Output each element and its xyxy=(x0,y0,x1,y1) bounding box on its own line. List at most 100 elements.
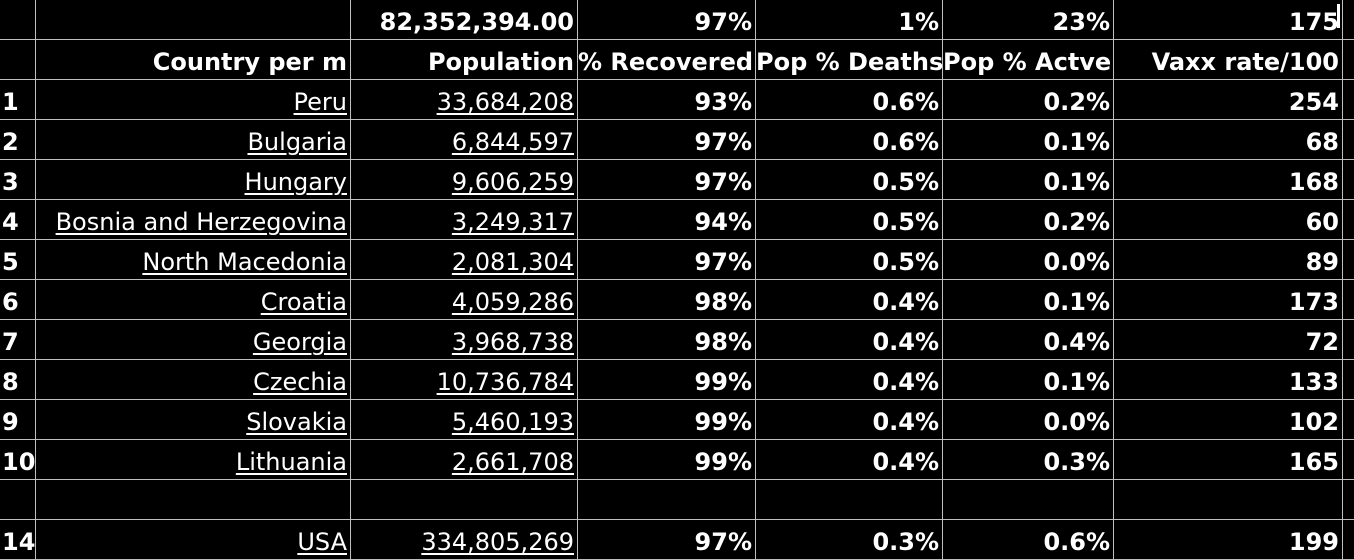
vaxx-cell[interactable]: 254 xyxy=(1114,80,1343,120)
vaxx-cell[interactable]: 165 xyxy=(1114,440,1343,480)
country-link[interactable]: Slovakia xyxy=(246,408,347,436)
vaxx-cell[interactable]: 72 xyxy=(1114,320,1343,360)
active-cell[interactable]: 0.1% xyxy=(943,280,1114,320)
cell-blank[interactable] xyxy=(756,480,943,520)
country-link[interactable]: Croatia xyxy=(261,288,347,316)
header-active[interactable]: Pop % Actve xyxy=(943,40,1114,80)
country-cell[interactable]: Slovakia xyxy=(36,400,351,440)
cell-blank[interactable] xyxy=(1343,360,1354,400)
vaxx-cell[interactable]: 168 xyxy=(1114,160,1343,200)
country-link[interactable]: USA xyxy=(297,528,347,556)
active-cell[interactable]: 0.1% xyxy=(943,360,1114,400)
deaths-cell[interactable]: 0.5% xyxy=(756,240,943,280)
cell-blank[interactable] xyxy=(1343,240,1354,280)
active-cell[interactable]: 0.4% xyxy=(943,320,1114,360)
recovered-cell[interactable]: 99% xyxy=(578,440,756,480)
active-cell[interactable]: 0.3% xyxy=(943,440,1114,480)
summary-deaths[interactable]: 1% xyxy=(756,0,943,40)
recovered-cell[interactable]: 97% xyxy=(578,160,756,200)
cell-blank[interactable] xyxy=(0,0,36,40)
deaths-cell[interactable]: 0.4% xyxy=(756,360,943,400)
header-population[interactable]: Population xyxy=(351,40,578,80)
country-link[interactable]: Hungary xyxy=(245,168,347,196)
header-recovered[interactable]: % Recovered xyxy=(578,40,756,80)
active-cell[interactable]: 0.0% xyxy=(943,240,1114,280)
population-link[interactable]: 4,059,286 xyxy=(452,288,574,316)
cell-blank[interactable] xyxy=(1343,160,1354,200)
country-cell[interactable]: Czechia xyxy=(36,360,351,400)
population-link[interactable]: 6,844,597 xyxy=(452,128,574,156)
population-link[interactable]: 9,606,259 xyxy=(452,168,574,196)
cell-blank[interactable] xyxy=(351,480,578,520)
active-cell[interactable]: 0.2% xyxy=(943,80,1114,120)
active-cell[interactable]: 0.1% xyxy=(943,160,1114,200)
population-link[interactable]: 2,661,708 xyxy=(452,448,574,476)
recovered-cell[interactable]: 98% xyxy=(578,280,756,320)
country-link[interactable]: North Macedonia xyxy=(142,248,347,276)
deaths-cell[interactable]: 0.4% xyxy=(756,280,943,320)
row-number[interactable]: 10 xyxy=(0,440,36,480)
deaths-cell[interactable]: 0.4% xyxy=(756,400,943,440)
population-cell[interactable]: 3,968,738 xyxy=(351,320,578,360)
population-cell[interactable]: 10,736,784 xyxy=(351,360,578,400)
active-cell[interactable]: 0.0% xyxy=(943,400,1114,440)
header-deaths[interactable]: Pop % Deaths xyxy=(756,40,943,80)
cell-blank[interactable] xyxy=(1343,480,1354,520)
country-cell[interactable]: Hungary xyxy=(36,160,351,200)
recovered-cell[interactable]: 97% xyxy=(578,120,756,160)
country-link[interactable]: Bulgaria xyxy=(247,128,347,156)
deaths-cell[interactable]: 0.4% xyxy=(756,440,943,480)
summary-vaxx[interactable]: 175 xyxy=(1114,0,1343,40)
summary-recovered[interactable]: 97% xyxy=(578,0,756,40)
cell-blank[interactable] xyxy=(1343,280,1354,320)
country-link[interactable]: Czechia xyxy=(253,368,347,396)
vaxx-cell[interactable]: 89 xyxy=(1114,240,1343,280)
row-number[interactable]: 8 xyxy=(0,360,36,400)
recovered-cell[interactable]: 99% xyxy=(578,400,756,440)
population-cell[interactable]: 33,684,208 xyxy=(351,80,578,120)
cell-blank[interactable] xyxy=(1343,120,1354,160)
active-cell[interactable]: 0.2% xyxy=(943,200,1114,240)
population-link[interactable]: 33,684,208 xyxy=(437,88,574,116)
population-cell[interactable]: 2,081,304 xyxy=(351,240,578,280)
cell-blank[interactable] xyxy=(36,480,351,520)
vaxx-cell[interactable]: 68 xyxy=(1114,120,1343,160)
cell-blank[interactable] xyxy=(0,40,36,80)
recovered-cell[interactable]: 98% xyxy=(578,320,756,360)
cell-blank[interactable] xyxy=(0,480,36,520)
row-number[interactable]: 2 xyxy=(0,120,36,160)
active-cell[interactable]: 0.1% xyxy=(943,120,1114,160)
population-cell[interactable]: 3,249,317 xyxy=(351,200,578,240)
cell-blank[interactable] xyxy=(1343,80,1354,120)
population-link[interactable]: 3,249,317 xyxy=(452,208,574,236)
cell-blank[interactable] xyxy=(1343,200,1354,240)
deaths-cell[interactable]: 0.4% xyxy=(756,320,943,360)
population-cell[interactable]: 9,606,259 xyxy=(351,160,578,200)
summary-population[interactable]: 82,352,394.00 xyxy=(351,0,578,40)
recovered-cell[interactable]: 99% xyxy=(578,360,756,400)
country-link[interactable]: Bosnia and Herzegovina xyxy=(56,208,347,236)
population-cell[interactable]: 5,460,193 xyxy=(351,400,578,440)
row-number[interactable]: 6 xyxy=(0,280,36,320)
vaxx-cell[interactable]: 133 xyxy=(1114,360,1343,400)
row-number[interactable]: 3 xyxy=(0,160,36,200)
recovered-cell[interactable]: 97% xyxy=(578,240,756,280)
country-cell[interactable]: North Macedonia xyxy=(36,240,351,280)
vaxx-cell[interactable]: 102 xyxy=(1114,400,1343,440)
country-cell[interactable]: Georgia xyxy=(36,320,351,360)
row-number[interactable]: 5 xyxy=(0,240,36,280)
cell-blank[interactable] xyxy=(1343,0,1354,40)
row-number[interactable]: 9 xyxy=(0,400,36,440)
country-link[interactable]: Georgia xyxy=(253,328,347,356)
country-cell[interactable]: Croatia xyxy=(36,280,351,320)
cell-blank[interactable] xyxy=(36,0,351,40)
deaths-cell[interactable]: 0.6% xyxy=(756,80,943,120)
country-cell[interactable]: Lithuania xyxy=(36,440,351,480)
country-link[interactable]: Lithuania xyxy=(236,448,347,476)
cell-blank[interactable] xyxy=(1343,400,1354,440)
population-cell[interactable]: 2,661,708 xyxy=(351,440,578,480)
recovered-cell[interactable]: 93% xyxy=(578,80,756,120)
country-cell[interactable]: Bosnia and Herzegovina xyxy=(36,200,351,240)
header-country[interactable]: Country per m xyxy=(36,40,351,80)
vaxx-cell[interactable]: 60 xyxy=(1114,200,1343,240)
